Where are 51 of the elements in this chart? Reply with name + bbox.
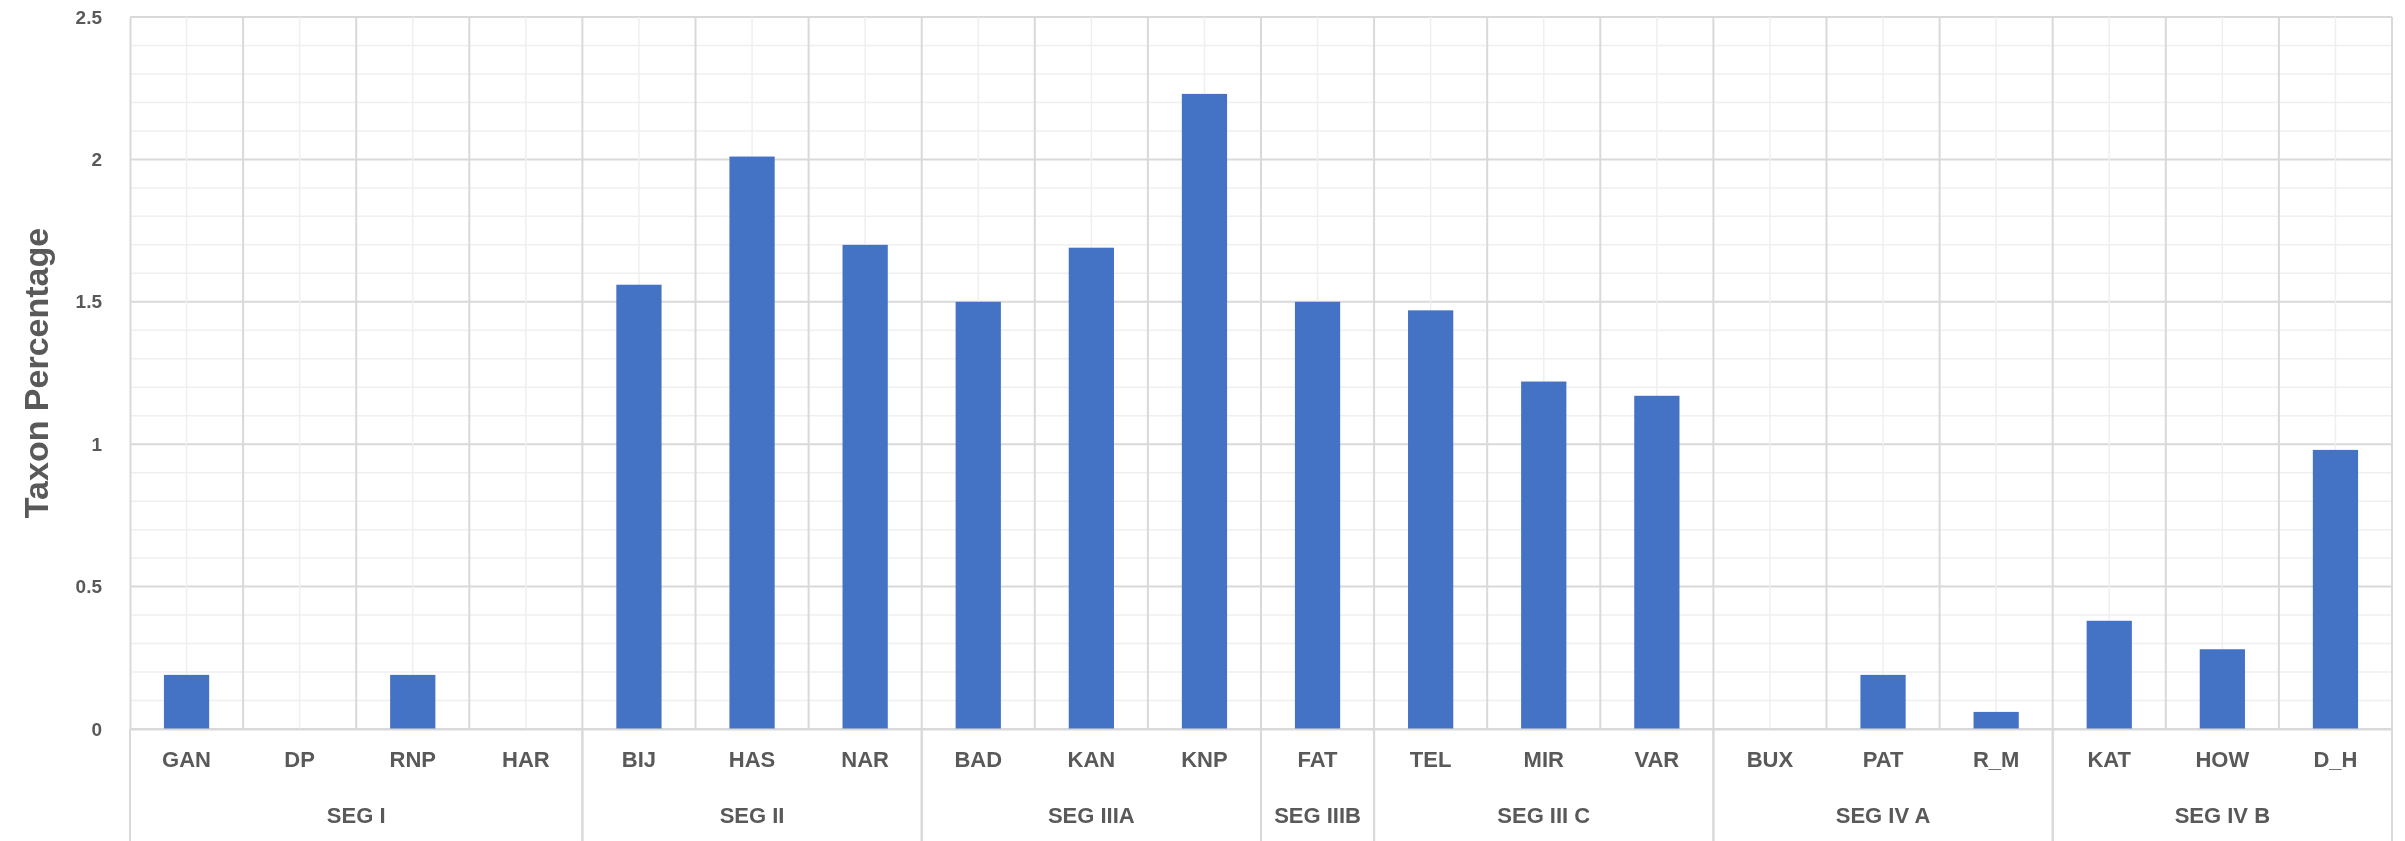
y-tick-label: 2.5 [75, 6, 103, 28]
x-tick-label: MIR [1523, 746, 1565, 772]
x-tick-label: HOW [2195, 746, 2250, 772]
y-tick-label: 2 [91, 148, 102, 170]
bar [390, 674, 436, 729]
bar [2086, 620, 2132, 729]
x-tick-label: BIJ [621, 746, 657, 772]
text: SEG I [326, 803, 386, 828]
y-tick-label: 1 [91, 433, 103, 455]
bar [2312, 449, 2359, 729]
text: SEG IIIA [1047, 803, 1135, 828]
bar [729, 156, 775, 729]
x-tick-label: HAR [502, 746, 550, 772]
x-tick-label: BUX [1746, 746, 1794, 772]
text: SEG III C [1497, 803, 1591, 828]
bar [1294, 301, 1341, 729]
bar [616, 284, 662, 729]
bar [1521, 381, 1567, 729]
x-tick-label: HAS [728, 746, 776, 772]
x-tick-label: R_M [1972, 746, 2020, 772]
x-tick-label: KNP [1181, 746, 1228, 772]
x-tick-label: FAT [1297, 746, 1339, 772]
text: SEG IIIB [1274, 803, 1361, 828]
text: SEG IV A [1835, 803, 1931, 828]
bar [1408, 310, 1454, 729]
y-tick-label: 0 [91, 718, 102, 740]
x-tick-label: DP [284, 746, 315, 772]
bar [1973, 711, 2019, 729]
x-tick-label: RNP [389, 746, 436, 772]
bar [842, 244, 888, 729]
bar [163, 674, 210, 729]
bar [1181, 93, 1228, 729]
x-tick-label: VAR [1634, 746, 1680, 772]
x-tick-label: KAT [2087, 746, 2132, 772]
x-tick-label: TEL [1409, 746, 1452, 772]
x-tick-label: PAT [1862, 746, 1904, 772]
y-axis-title: Taxon Percentage [17, 227, 55, 519]
y-tick-label: 1.5 [75, 291, 103, 313]
bar [1860, 674, 1906, 729]
x-tick-label: GAN [162, 746, 211, 772]
x-tick-label: NAR [841, 746, 890, 772]
bar [2199, 649, 2245, 729]
bar [955, 301, 1001, 729]
x-tick-label: KAN [1067, 746, 1116, 772]
text: SEG II [719, 803, 785, 828]
y-tick-label: 0.5 [75, 576, 103, 598]
bar [1068, 247, 1114, 729]
x-tick-label: BAD [954, 746, 1003, 772]
x-tick-label: D_H [2313, 746, 2358, 772]
bar [1634, 395, 1680, 729]
text: SEG IV B [2174, 803, 2271, 828]
